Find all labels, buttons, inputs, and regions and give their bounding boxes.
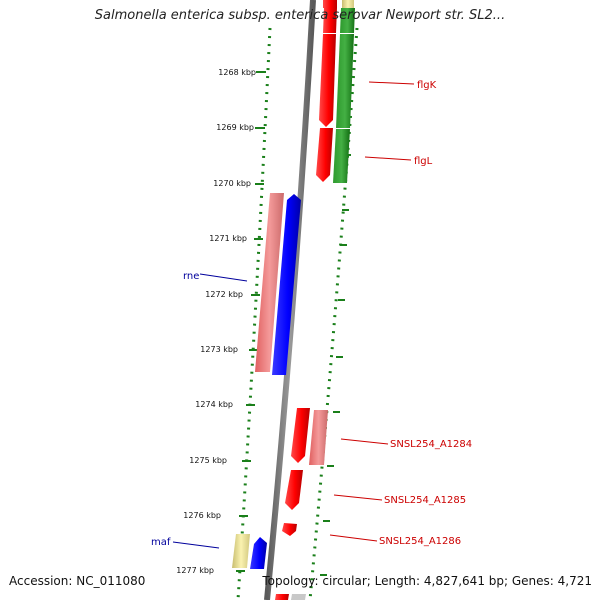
bottom-gray-feature[interactable] — [291, 594, 306, 600]
gene-red-top-2[interactable] — [323, 8, 337, 33]
ruler-label-1275: 1275 kbp — [189, 456, 227, 465]
label-SNSL254-A1285[interactable]: SNSL254_A1285 — [384, 495, 466, 506]
leader-A1285 — [333, 494, 383, 501]
leader-flgK — [368, 81, 415, 85]
label-rne[interactable]: rne — [183, 271, 199, 282]
gene-maf-blue[interactable] — [250, 537, 267, 569]
leader-flgL — [364, 156, 412, 161]
gene-flgK-green[interactable] — [336, 34, 354, 128]
ruler-label-1273: 1273 kbp — [200, 345, 238, 354]
leader-A1286 — [329, 534, 378, 542]
ruler-label-1270: 1270 kbp — [213, 179, 251, 188]
leader-maf — [172, 541, 220, 549]
label-flgK[interactable]: flgK — [417, 80, 437, 91]
gene-red-top[interactable] — [323, 0, 337, 8]
gene-yellow-top[interactable] — [342, 0, 354, 8]
label-SNSL254-A1284[interactable]: SNSL254_A1284 — [390, 439, 472, 450]
ruler-ticks — [236, 71, 266, 572]
leader-A1284 — [340, 438, 389, 445]
ruler-label-1269: 1269 kbp — [216, 123, 254, 132]
gene-flgK-red[interactable] — [319, 34, 336, 127]
inner-dotted-track — [236, 27, 272, 601]
gene-red-bottom[interactable] — [275, 594, 289, 600]
gene-maf-yellow[interactable] — [232, 534, 250, 568]
genome-backbone — [264, 0, 316, 601]
gene-SNSL254-A1284-red[interactable] — [291, 408, 310, 463]
map-title: Salmonella enterica subsp. enterica sero… — [94, 8, 506, 23]
ruler-label-1268: 1268 kbp — [218, 68, 256, 77]
ruler-label-1277: 1277 kbp — [176, 566, 214, 575]
ruler-label-1271: 1271 kbp — [209, 234, 247, 243]
gene-SNSL254-A1286[interactable] — [282, 523, 297, 536]
gene-SNSL254-A1285[interactable] — [285, 470, 303, 510]
leader-rne — [199, 273, 248, 282]
label-flgL[interactable]: flgL — [414, 156, 433, 167]
gene-blue-reverse[interactable] — [272, 194, 301, 375]
ruler-label-1274: 1274 kbp — [195, 400, 233, 409]
topology-summary: Topology: circular; Length: 4,827,641 bp… — [262, 574, 592, 588]
label-SNSL254-A1286[interactable]: SNSL254_A1286 — [379, 536, 461, 547]
gene-rne[interactable] — [255, 193, 284, 372]
gene-flgL-green[interactable] — [333, 129, 350, 183]
gene-flgL-red[interactable] — [316, 128, 333, 182]
outer-dotted-track — [308, 27, 359, 601]
gene-green-top[interactable] — [340, 8, 355, 33]
ruler-label-1276: 1276 kbp — [183, 511, 221, 520]
label-maf[interactable]: maf — [151, 537, 171, 548]
ruler-label-1272: 1272 kbp — [205, 290, 243, 299]
accession-text: Accession: NC_011080 — [9, 574, 146, 588]
gene-SNSL254-A1284-pink[interactable] — [309, 410, 328, 465]
